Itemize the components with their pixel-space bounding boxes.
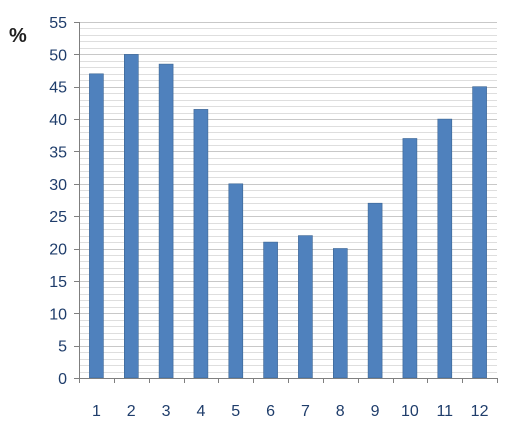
bar-5 [228,183,244,379]
x-tick-label: 1 [92,403,101,420]
x-tick-label: 3 [162,403,171,420]
bar-11 [437,118,453,379]
y-tick-label: 55 [49,15,67,32]
gridlines [79,22,497,373]
y-tick-label: 35 [49,144,67,161]
x-tick-label: 11 [436,403,453,420]
y-tick-label: 45 [49,80,67,97]
axes [74,22,498,383]
x-tick-label: 6 [266,403,275,420]
y-tick-label: 20 [49,242,67,259]
y-tick-label: 40 [49,112,67,129]
bar-1 [89,73,104,379]
bar-6 [263,241,278,379]
bar-4 [193,109,209,379]
bar-3 [158,63,174,379]
x-tick-label: 9 [371,403,380,420]
x-tick-label: 4 [196,403,205,420]
y-tick-label: 10 [49,306,67,323]
x-tick-label: 8 [336,403,345,420]
y-tick-labels: 0 5 10 15 20 25 30 35 40 45 50 55 [49,15,67,388]
y-tick-label: 0 [58,371,67,388]
bar-9 [367,202,383,379]
y-tick-label: 50 [49,47,67,64]
bars [89,54,487,379]
x-tick-label: 12 [471,403,489,420]
y-tick-label: 25 [49,209,67,226]
x-tick-label: 5 [231,403,240,420]
bar-10 [402,138,418,379]
bar-2 [124,54,139,379]
bar-7 [298,235,313,379]
x-tick-labels: 1 2 3 4 5 6 7 8 9 10 11 12 [92,403,489,420]
x-tick-label: 2 [127,403,136,420]
x-tick-label: 7 [301,403,310,420]
y-tick-label: 15 [49,274,67,291]
bar-12 [472,86,487,379]
y-tick-label: 30 [49,177,67,194]
y-axis-unit-label: % [9,25,27,47]
bar-8 [332,248,348,379]
y-tick-label: 5 [58,339,67,356]
x-tick-label: 10 [401,403,419,420]
